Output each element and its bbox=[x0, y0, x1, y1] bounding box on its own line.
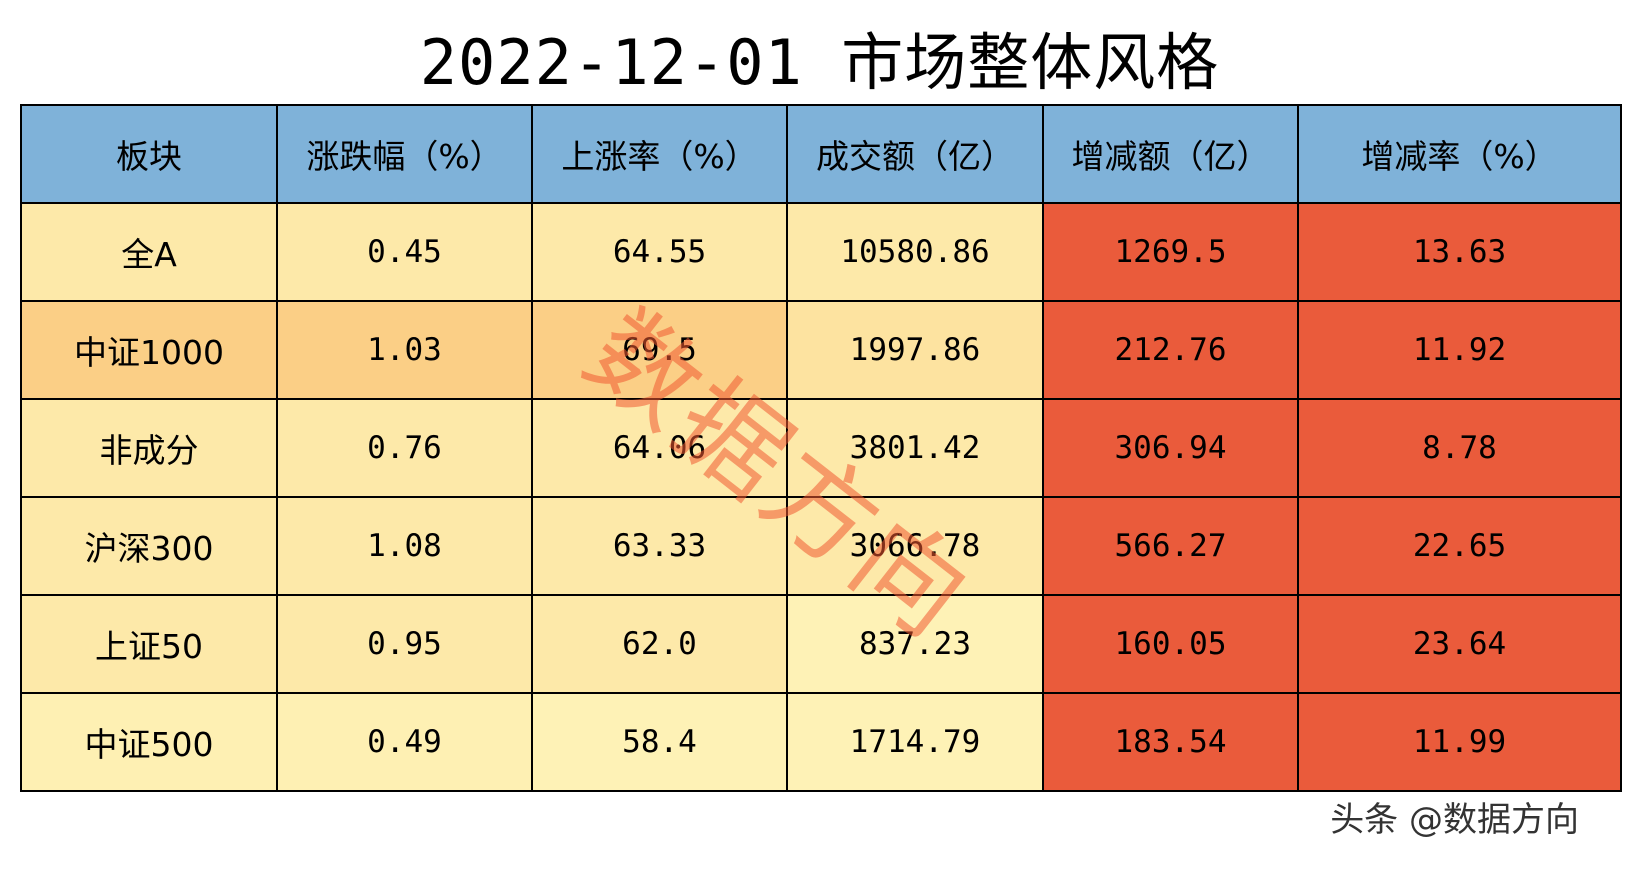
chart-title: 2022-12-01 市场整体风格 bbox=[419, 26, 1220, 99]
table-cell: 1.08 bbox=[276, 496, 533, 596]
table-cell: 58.4 bbox=[531, 692, 788, 792]
table-row: 非成分 0.76 64.06 3801.42 306.94 8.78 bbox=[20, 398, 1622, 498]
table-cell: 183.54 bbox=[1042, 692, 1299, 792]
table-cell: 中证500 bbox=[20, 692, 278, 792]
table-row: 中证1000 1.03 69.5 1997.86 212.76 11.92 bbox=[20, 300, 1622, 400]
market-style-table: 板块 涨跌幅（%） 上涨率（%） 成交额（亿） 增减额（亿） 增减率（%） 全A… bbox=[20, 104, 1622, 792]
column-header: 板块 bbox=[20, 104, 278, 204]
table-row: 中证500 0.49 58.4 1714.79 183.54 11.99 bbox=[20, 692, 1622, 792]
table-row: 全A 0.45 64.55 10580.86 1269.5 13.63 bbox=[20, 202, 1622, 302]
table-cell: 10580.86 bbox=[786, 202, 1044, 302]
table-cell: 上证50 bbox=[20, 594, 278, 694]
table-row: 沪深300 1.08 63.33 3066.78 566.27 22.65 bbox=[20, 496, 1622, 596]
table-cell: 837.23 bbox=[786, 594, 1044, 694]
table-cell: 3066.78 bbox=[786, 496, 1044, 596]
table-cell: 64.06 bbox=[531, 398, 788, 498]
table-cell: 非成分 bbox=[20, 398, 278, 498]
table-cell: 0.76 bbox=[276, 398, 533, 498]
table-cell: 0.45 bbox=[276, 202, 533, 302]
table-cell: 沪深300 bbox=[20, 496, 278, 596]
table-cell: 1.03 bbox=[276, 300, 533, 400]
table-cell: 1714.79 bbox=[786, 692, 1044, 792]
table-cell: 69.5 bbox=[531, 300, 788, 400]
table-cell: 63.33 bbox=[531, 496, 788, 596]
table-cell: 1269.5 bbox=[1042, 202, 1299, 302]
column-header: 增减额（亿） bbox=[1042, 104, 1299, 204]
table-row: 上证50 0.95 62.0 837.23 160.05 23.64 bbox=[20, 594, 1622, 694]
table-cell: 0.95 bbox=[276, 594, 533, 694]
table-cell: 13.63 bbox=[1297, 202, 1622, 302]
table-cell: 全A bbox=[20, 202, 278, 302]
column-header: 成交额（亿） bbox=[786, 104, 1044, 204]
column-header: 上涨率（%） bbox=[531, 104, 788, 204]
table-cell: 160.05 bbox=[1042, 594, 1299, 694]
table-cell: 1997.86 bbox=[786, 300, 1044, 400]
table-cell: 22.65 bbox=[1297, 496, 1622, 596]
table-cell: 212.76 bbox=[1042, 300, 1299, 400]
table-cell: 中证1000 bbox=[20, 300, 278, 400]
table-cell: 11.92 bbox=[1297, 300, 1622, 400]
table-cell: 8.78 bbox=[1297, 398, 1622, 498]
table-cell: 0.49 bbox=[276, 692, 533, 792]
column-header: 增减率（%） bbox=[1297, 104, 1622, 204]
source-credit: 头条 @数据方向 bbox=[1330, 800, 1579, 840]
table-header-row: 板块 涨跌幅（%） 上涨率（%） 成交额（亿） 增减额（亿） 增减率（%） bbox=[20, 104, 1622, 204]
table-cell: 23.64 bbox=[1297, 594, 1622, 694]
column-header: 涨跌幅（%） bbox=[276, 104, 533, 204]
table-cell: 306.94 bbox=[1042, 398, 1299, 498]
table-cell: 566.27 bbox=[1042, 496, 1299, 596]
table-cell: 3801.42 bbox=[786, 398, 1044, 498]
table-cell: 11.99 bbox=[1297, 692, 1622, 792]
table-cell: 64.55 bbox=[531, 202, 788, 302]
table-cell: 62.0 bbox=[531, 594, 788, 694]
